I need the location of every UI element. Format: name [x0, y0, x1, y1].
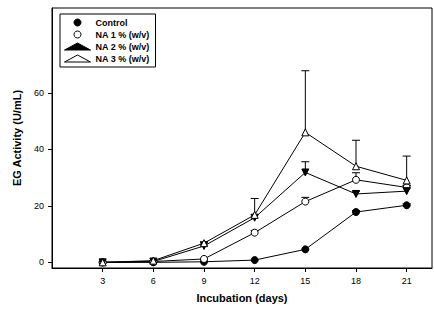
svg-text:9: 9: [201, 276, 206, 286]
svg-text:3: 3: [100, 276, 105, 286]
svg-text:18: 18: [351, 276, 361, 286]
svg-text:EG Activity (U/mL): EG Activity (U/mL): [11, 90, 23, 186]
svg-text:NA 2 % (w/v): NA 2 % (w/v): [96, 42, 150, 52]
svg-text:15: 15: [300, 276, 310, 286]
svg-text:NA 3 % (w/v): NA 3 % (w/v): [96, 54, 150, 64]
svg-text:21: 21: [402, 276, 412, 286]
svg-text:NA 1 % (w/v): NA 1 % (w/v): [96, 30, 150, 40]
svg-text:40: 40: [34, 144, 44, 154]
svg-text:6: 6: [151, 276, 156, 286]
svg-text:0: 0: [39, 257, 44, 267]
svg-text:20: 20: [34, 201, 44, 211]
svg-text:Control: Control: [96, 18, 128, 28]
svg-text:12: 12: [250, 276, 260, 286]
svg-text:60: 60: [34, 88, 44, 98]
svg-text:Incubation (days): Incubation (days): [196, 292, 287, 304]
